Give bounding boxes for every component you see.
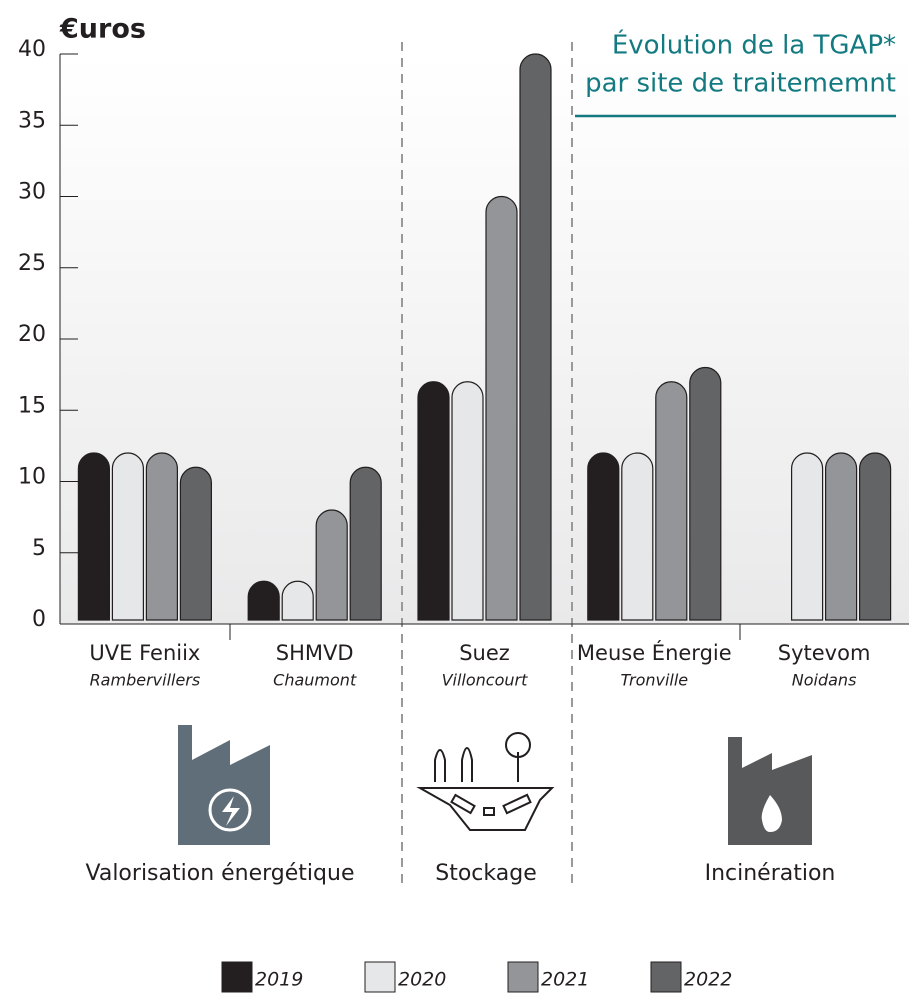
x-tick-label: SHMVD [276,641,354,665]
y-tick-label: 40 [18,37,46,62]
x-sublabel: Chaumont [273,671,357,690]
bar [485,195,518,621]
chart-title: par site de traitememnt [585,69,896,99]
legend-swatch [507,961,539,993]
chart-title: Évolution de la TGAP* [612,29,896,61]
x-tick-label: UVE Feniix [89,641,200,665]
y-tick-label: 35 [18,108,46,133]
legend-swatch [364,961,396,993]
bar [417,381,450,621]
bar [179,466,212,621]
bar [859,452,892,621]
x-tick-label: Sytevom [778,641,871,665]
bar [451,381,484,621]
x-sublabel: Rambervillers [90,671,201,690]
legend-label: 2022 [684,969,732,991]
bar [247,580,280,621]
y-tick-label: 10 [18,465,46,490]
bar [587,452,620,621]
legend-label: 2020 [398,969,446,991]
bar [111,452,144,621]
energy-icon [178,725,270,845]
y-tick-label: 5 [32,536,46,561]
bar [655,381,688,621]
y-axis-label: €uros [59,14,146,45]
legend-swatch [650,961,682,993]
bar [145,452,178,621]
y-tick-label: 25 [18,251,46,276]
x-sublabel: Tronville [620,671,688,690]
x-sublabel: Villoncourt [442,671,529,690]
legend-swatch [221,961,253,993]
x-sublabel: Noidans [792,671,857,690]
bar [519,53,552,621]
x-tick-label: Suez [459,641,510,665]
bar [621,452,654,621]
section-label: Stockage [435,861,536,886]
incineration-icon [728,737,812,845]
section-label: Incinération [705,861,836,886]
bar [791,452,824,621]
y-tick-label: 30 [18,180,46,205]
x-tick-label: Meuse Énergie [577,640,732,665]
y-tick-label: 15 [18,393,46,418]
bar [825,452,858,621]
bar [77,452,110,621]
storage-icon [416,732,555,831]
bar [315,509,348,621]
section-label: Valorisation énergétique [86,861,355,886]
bar [349,466,382,621]
y-tick-label: 0 [32,607,46,632]
legend-label: 2021 [541,969,589,991]
bar [689,366,722,621]
legend-label: 2019 [255,969,303,991]
y-tick-label: 20 [18,322,46,347]
bar [281,580,314,621]
